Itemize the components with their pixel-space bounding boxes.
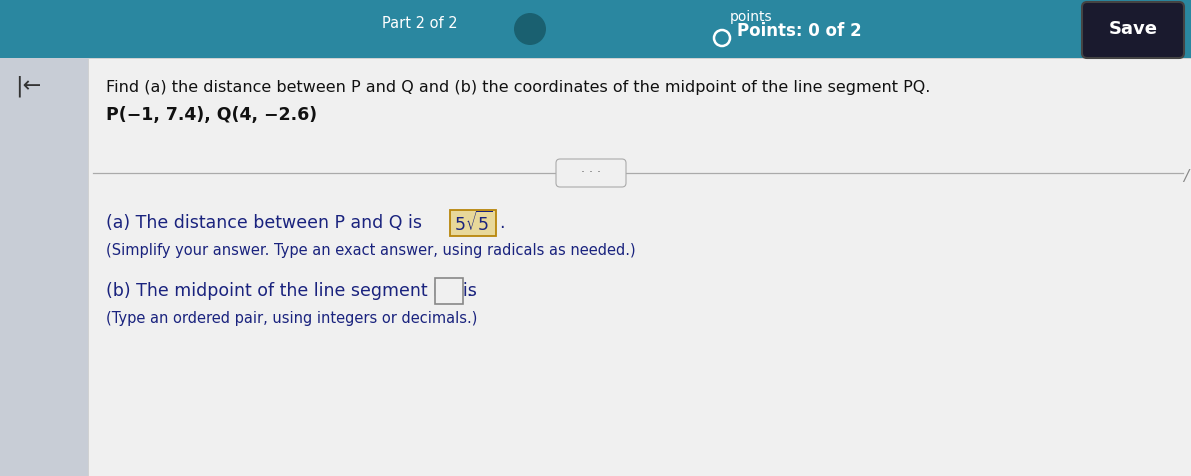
Bar <box>0 58 88 476</box>
Text: (Type an ordered pair, using integers or decimals.): (Type an ordered pair, using integers or… <box>106 311 478 327</box>
Text: points: points <box>730 10 773 24</box>
FancyBboxPatch shape <box>435 278 463 304</box>
Bar <box>0 0 1191 58</box>
Text: |←: |← <box>14 75 42 97</box>
Text: .: . <box>466 282 472 300</box>
Text: Points: 0 of 2: Points: 0 of 2 <box>737 22 861 40</box>
Text: (a) The distance between P and Q is: (a) The distance between P and Q is <box>106 214 428 232</box>
Text: /: / <box>1184 169 1189 185</box>
Text: .: . <box>499 214 505 232</box>
Text: (b) The midpoint of the line segment PQ is: (b) The midpoint of the line segment PQ … <box>106 282 482 300</box>
FancyBboxPatch shape <box>450 210 495 236</box>
FancyBboxPatch shape <box>556 159 626 187</box>
Bar <box>88 58 1191 476</box>
Text: 5$\sqrt{5}$: 5$\sqrt{5}$ <box>454 211 492 235</box>
Text: · · ·: · · · <box>581 167 601 179</box>
Text: Save: Save <box>1109 20 1158 38</box>
Text: Part 2 of 2: Part 2 of 2 <box>382 16 457 30</box>
Text: P(−1, 7.4), Q(4, −2.6): P(−1, 7.4), Q(4, −2.6) <box>106 106 317 124</box>
FancyBboxPatch shape <box>1081 2 1184 58</box>
Circle shape <box>515 13 545 45</box>
Text: Find (a) the distance between P and Q and (b) the coordinates of the midpoint of: Find (a) the distance between P and Q an… <box>106 80 930 95</box>
Text: (Simplify your answer. Type an exact answer, using radicals as needed.): (Simplify your answer. Type an exact ans… <box>106 244 636 258</box>
